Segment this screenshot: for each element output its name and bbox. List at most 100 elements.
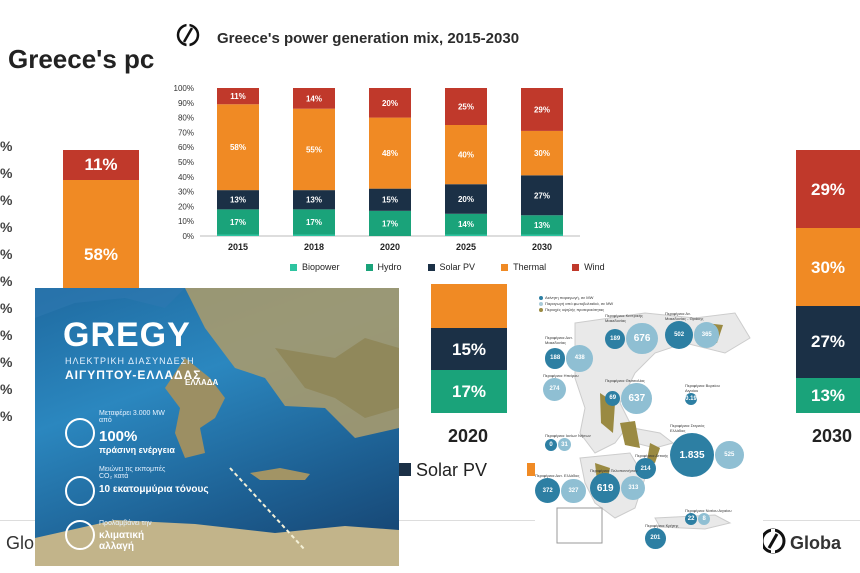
data-label: 13% xyxy=(230,196,246,205)
region-bubble-group: Περιφέρεια Πελοποννήσου 619 313 xyxy=(590,468,646,504)
legend-label: Solar PV xyxy=(439,262,476,272)
region-label: Περιφέρεια Κεντρικής Μακεδονίας xyxy=(605,313,643,323)
gregy-subtitle-2: ΑΙΓΥΠΤΟΥ-ΕΛΛΑΔΑΣ xyxy=(65,368,202,382)
region-bubble-group: Περιφέρεια Στερεάς Ελλάδας 1.835 525 xyxy=(670,423,744,477)
bar-segment-hydro xyxy=(521,215,563,235)
bar-segment-thermal xyxy=(217,104,259,191)
bg-legend-solar-swatch xyxy=(398,463,411,476)
bar-segment-thermal xyxy=(293,108,335,191)
region-bubble-group: Περιφέρεια Ιονίων Νήσων 0 31 xyxy=(545,433,593,451)
bg-tick: % xyxy=(0,165,13,181)
bg-tick: % xyxy=(0,192,13,208)
bg-tick: % xyxy=(0,219,13,235)
bar-segment-hydro xyxy=(445,213,487,235)
bg-year-2030: 2030 xyxy=(812,426,853,446)
bg-tick: % xyxy=(0,381,13,397)
legend-swatch xyxy=(501,263,509,271)
map-legend-item: Παραγωγή από φωτοβολταϊκά, σε MW xyxy=(539,301,613,306)
region-bubble-group: Περιφέρεια Κεντρικής Μακεδονίας 189 676 xyxy=(605,313,658,355)
gregy-logo: GREGY xyxy=(63,316,191,354)
y-tick-label: 50% xyxy=(178,158,194,167)
map-legend-swatch xyxy=(539,307,543,312)
data-label: 15% xyxy=(382,196,398,205)
globaldata-logo-icon xyxy=(175,22,201,48)
bar-segment-thermal xyxy=(369,117,411,189)
region-bubble-row: 188 438 xyxy=(545,345,594,372)
bar-segment-solar-pv xyxy=(293,190,335,210)
region-bubble: 502 xyxy=(665,321,694,350)
legend-item: Hydro xyxy=(365,262,402,272)
region-bubble: 619 xyxy=(590,473,621,504)
data-label: 25% xyxy=(458,103,474,112)
data-label: 48% xyxy=(382,149,398,158)
map-legend-item: Περιοχές υψηλής προτεραιότητας xyxy=(539,307,613,312)
y-tick-label: 80% xyxy=(178,114,194,123)
stacked-bar-chart: 0% 10% 20% 30% 40% 50% 60% 70% 80% 90% 100% 17% 13% 5… xyxy=(174,84,580,252)
bg-tick: % xyxy=(0,354,13,370)
data-label: 14% xyxy=(306,94,322,103)
bg-year-2020: 2020 xyxy=(448,426,489,446)
x-tick-label: 2025 xyxy=(456,242,476,252)
region-bubble: 0 xyxy=(545,438,557,451)
legend-item: Thermal xyxy=(501,262,546,272)
bg-bar-2020-solar: 15% xyxy=(431,328,507,370)
info1-tail: πράσινη ενέργεια xyxy=(99,445,175,455)
bg-label: 58% xyxy=(83,245,119,264)
y-tick-label: 90% xyxy=(178,99,194,108)
info1-small: Μεταφέρει 3.000 MW από xyxy=(99,410,165,424)
bg-footer-left: Glob xyxy=(6,533,45,553)
bar-segment-wind xyxy=(445,88,487,125)
bar-segment-wind xyxy=(369,88,411,118)
info1-big: 100% xyxy=(99,428,138,445)
data-label: 55% xyxy=(306,145,322,154)
region-bubble-group: Περιφέρεια Αν. Μακεδονίας - Θράκης 502 365 xyxy=(665,311,720,350)
region-bubble-row: 619 313 xyxy=(590,473,646,504)
country-label: ΕΛΛΑΔΑ xyxy=(185,378,219,387)
y-tick-label: 10% xyxy=(178,217,194,226)
bg-bar-2015-wind: 11% xyxy=(63,150,139,180)
bar-segment-solar-pv xyxy=(217,190,259,210)
data-label: 58% xyxy=(230,143,246,152)
chart-title: Greece's power generation mix, 2015-2030 xyxy=(217,30,520,47)
y-tick-label: 30% xyxy=(178,188,194,197)
data-label: 27% xyxy=(534,191,550,200)
data-label: 29% xyxy=(534,105,550,114)
region-label: Περιφέρεια Ιονίων Νήσων xyxy=(545,433,591,438)
globaldata-logo-icon xyxy=(760,528,786,554)
bg-tick: % xyxy=(0,138,13,154)
region-bubble-group: Περιφέρεια Νοτίου Αιγαίου 22 8 xyxy=(685,508,733,526)
region-label: Περιφέρεια Αττικής xyxy=(635,453,669,458)
region-bubble: 8 xyxy=(698,513,711,526)
region-bubble-map: Ακίνητη παραγωγή, σε MW Παραγωγή από φωτο… xyxy=(535,283,763,550)
y-tick-label: 20% xyxy=(178,202,194,211)
x-tick-label: 2030 xyxy=(532,242,552,252)
region-label: Περιφέρεια Δυτ. Μακεδονίας xyxy=(545,335,573,345)
bg-tick: % xyxy=(0,246,13,262)
region-bubble: 22 xyxy=(685,513,698,526)
bar-segment-wind xyxy=(293,88,335,109)
data-label: 40% xyxy=(458,151,474,160)
bar-segment-hydro xyxy=(217,209,259,235)
data-label: 13% xyxy=(306,196,322,205)
region-bubble-group: Περιφέρεια Δυτ. Μακεδονίας 188 438 xyxy=(545,335,594,372)
info2-big: 10 εκατομμύρια τόνους xyxy=(99,484,209,495)
data-label: 20% xyxy=(382,99,398,108)
region-bubble-row: 274 xyxy=(543,378,591,401)
climate-icon xyxy=(65,520,95,550)
region-bubble-group: Περιφέρεια Κρήτης 201 xyxy=(645,523,693,549)
x-tick-label: 2018 xyxy=(304,242,324,252)
region-label: Περιφέρεια Θεσσαλίας xyxy=(605,378,645,383)
gregy-subtitle-1: ΗΛΕΚΤΡΙΚΗ ΔΙΑΣΥΝΔΕΣΗ xyxy=(65,356,195,366)
map-legend-label: Παραγωγή από φωτοβολταϊκά, σε MW xyxy=(545,301,614,306)
bg-bar-2020-hydro: 17% xyxy=(431,370,507,413)
bar-segment-solar-pv xyxy=(445,184,487,214)
background-title: Greece's pc xyxy=(8,44,155,74)
data-label: 14% xyxy=(458,220,474,229)
legend-item: Wind xyxy=(572,262,605,272)
data-label: 17% xyxy=(230,218,246,227)
bar-segment-biopower xyxy=(217,234,259,236)
bg-tick: % xyxy=(0,327,13,343)
bg-bar-2030-solar: 27% xyxy=(796,306,860,378)
y-tick-label: 40% xyxy=(178,173,194,182)
region-bubble: 676 xyxy=(626,323,658,355)
